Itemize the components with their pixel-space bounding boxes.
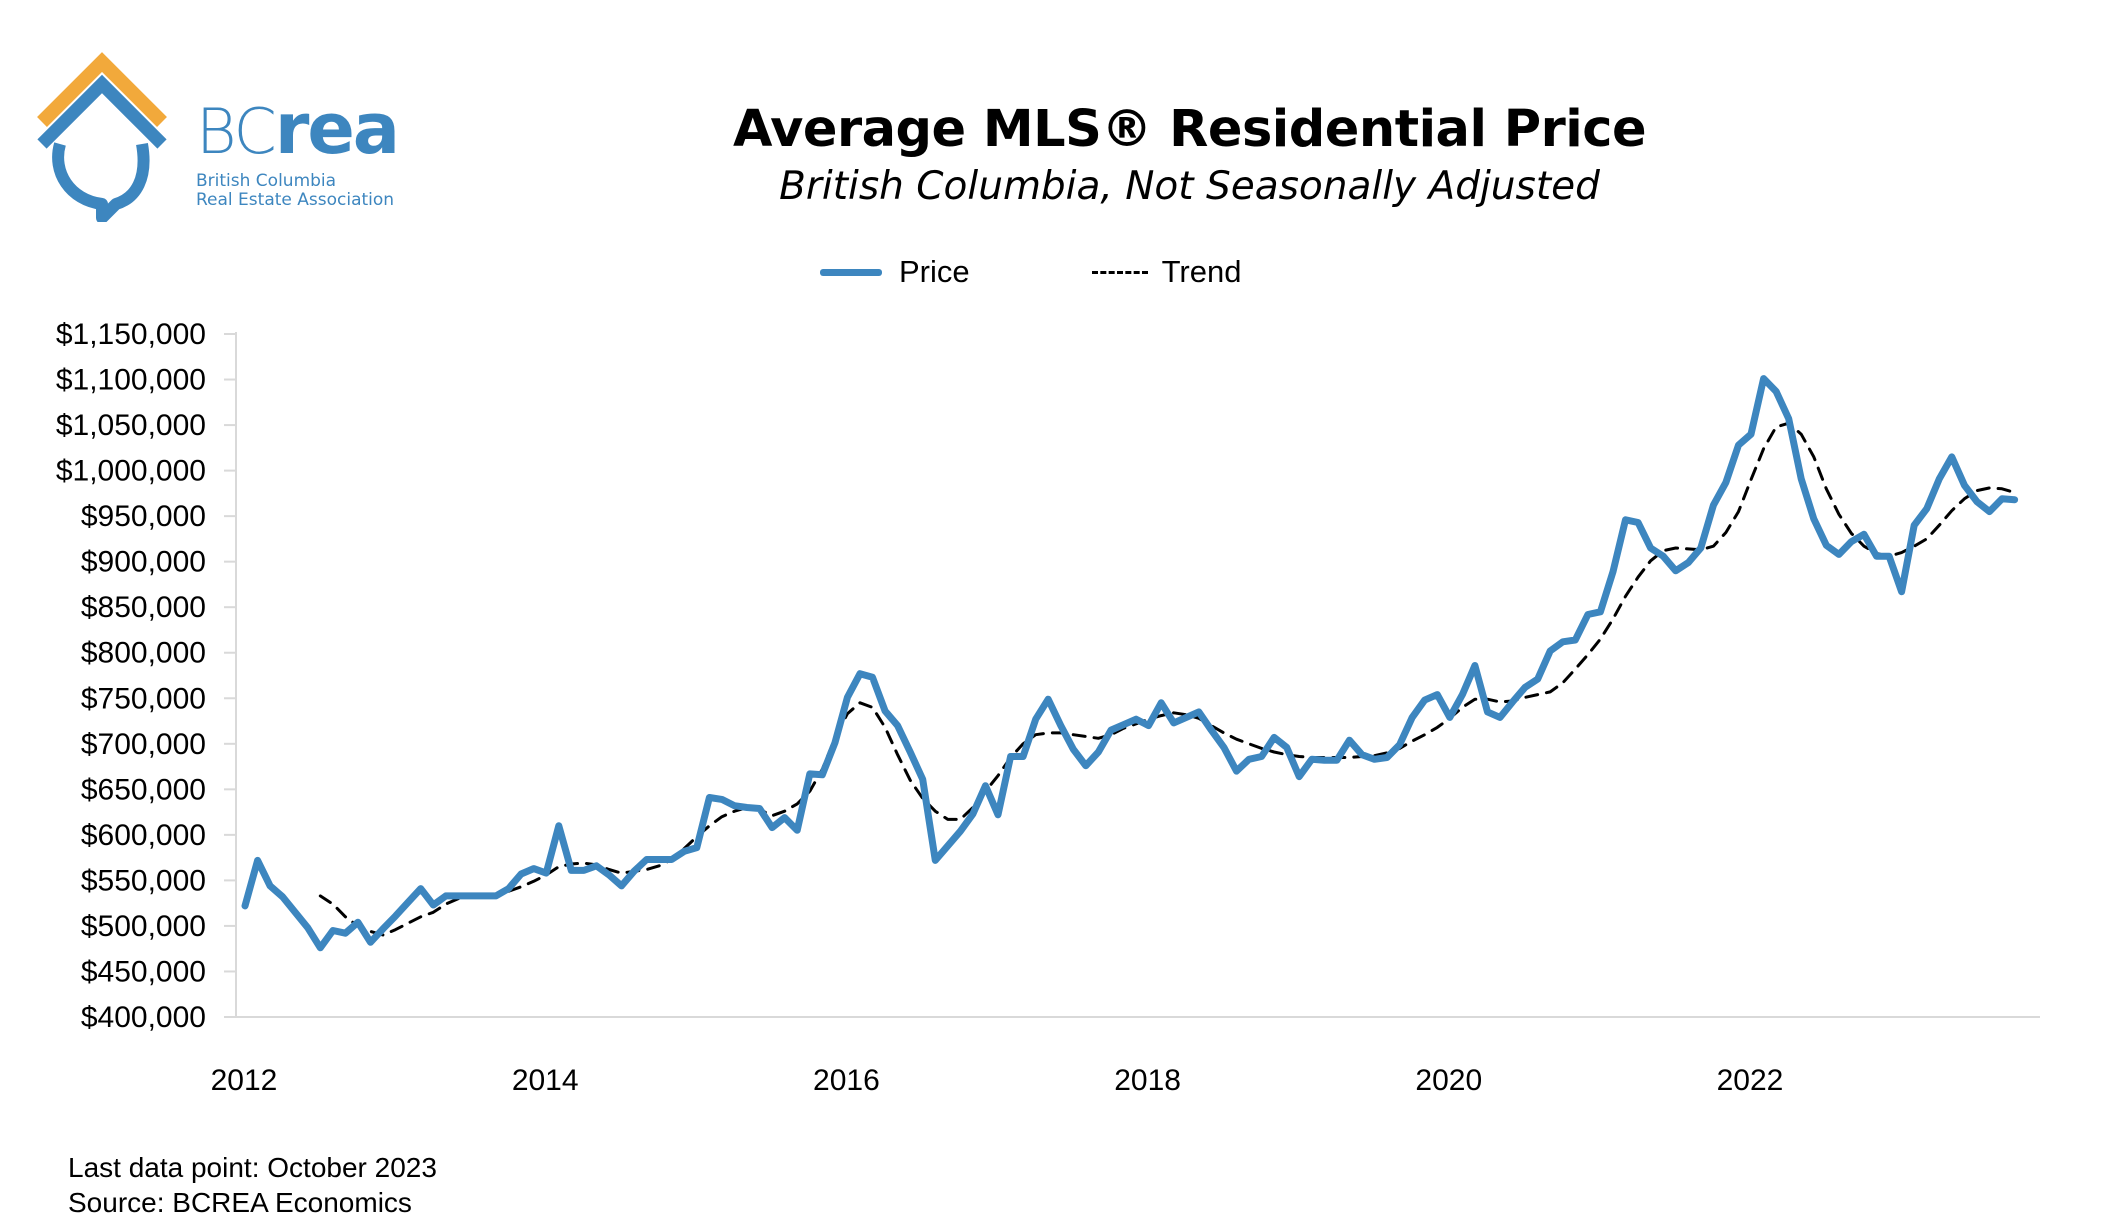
y-tick-label: $1,050,000 (56, 409, 206, 442)
y-tick-label: $950,000 (81, 500, 206, 533)
y-tick-label: $1,000,000 (56, 455, 206, 488)
legend-item-trend: Trend (1091, 254, 1242, 290)
logo-wordmark: BCrea (196, 94, 400, 164)
series-line-price (241, 375, 2019, 952)
x-tick-label: 2020 (1415, 1064, 1482, 1097)
chart-axes (224, 332, 2040, 1018)
chart-title: Average MLS® Residential Price (732, 100, 1647, 159)
logo-rea-text: rea (274, 88, 400, 170)
y-tick-label: $450,000 (81, 955, 206, 988)
y-tick-label: $550,000 (81, 864, 206, 897)
chart-legend: Price Trend (820, 252, 1363, 292)
x-tick-label: 2014 (512, 1064, 579, 1097)
logo-bc-text: BC (196, 95, 277, 168)
y-tick-label: $500,000 (81, 910, 206, 943)
chart-subtitle: British Columbia, Not Seasonally Adjuste… (779, 164, 1600, 209)
y-tick-label: $1,100,000 (56, 364, 206, 397)
y-tick-label: $400,000 (81, 1001, 206, 1034)
y-tick-label: $600,000 (81, 819, 206, 852)
legend-swatch-trend (1091, 270, 1148, 274)
chart-footer: Last data point: October 2023 Source: BC… (68, 1150, 437, 1220)
source-note: Source: BCREA Economics (68, 1187, 412, 1218)
y-tick-label: $1,150,000 (56, 318, 206, 351)
y-tick-label: $850,000 (81, 591, 206, 624)
legend-item-price: Price (820, 254, 970, 290)
y-tick-label: $800,000 (81, 637, 206, 670)
legend-swatch-price (820, 268, 882, 276)
y-tick-label: $750,000 (81, 682, 206, 715)
x-tick-label: 2012 (211, 1064, 278, 1097)
x-tick-label: 2022 (1717, 1064, 1784, 1097)
logo-subtitle: British Columbia Real Estate Association (196, 172, 394, 210)
last-data-point-note: Last data point: October 2023 (68, 1152, 437, 1183)
house-logo-icon (37, 52, 167, 222)
y-tick-label: $650,000 (81, 773, 206, 806)
logo-line2: Real Estate Association (196, 190, 395, 210)
legend-label-trend: Trend (1161, 254, 1242, 289)
y-tick-label: $700,000 (81, 728, 206, 761)
x-tick-label: 2016 (813, 1064, 880, 1097)
bcrea-logo: BCrea British Columbia Real Estate Assoc… (36, 52, 416, 222)
y-axis: $400,000 $450,000 $500,000 $550,000 $600,000… (56, 318, 236, 1034)
x-tick-label: 2018 (1114, 1064, 1181, 1097)
chart-series (241, 375, 2019, 952)
legend-label-price: Price (899, 254, 970, 289)
y-tick-label: $900,000 (81, 546, 206, 579)
logo-line1: British Columbia (196, 171, 337, 191)
x-axis: 2012 2014 2016 2018 2020 2022 (211, 1064, 1784, 1097)
series-line-trend (318, 421, 2017, 937)
